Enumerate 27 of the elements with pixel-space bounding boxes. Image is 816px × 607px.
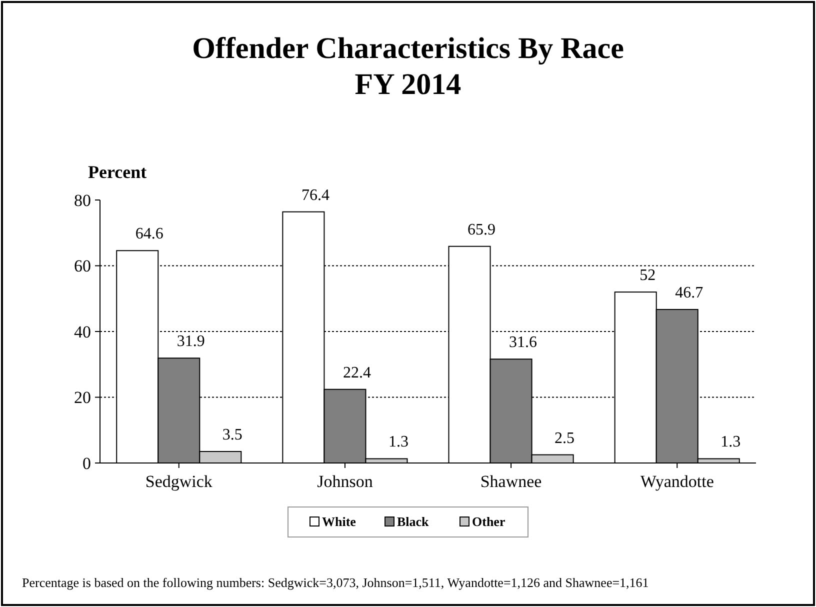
y-tick-label: 0 (82, 454, 91, 473)
legend-label: Black (397, 514, 430, 529)
text: Percentage is based on the following numbers: Sedgwick=3,073, Johnson=1,511, Wyandotte=1,126 and Shawnee=1,161 (22, 575, 649, 590)
y-tick-label: 20 (74, 388, 91, 408)
data-label: 64.6 (135, 226, 164, 243)
data-label: 2.5 (554, 430, 575, 447)
y-tick-label: 60 (74, 256, 91, 276)
x-tick-label: Sedgwick (145, 472, 213, 491)
y-axis-title: Percent (88, 162, 147, 182)
legend-label: White (322, 514, 356, 529)
data-label: 76.4 (301, 186, 330, 204)
x-tick-label: Wyandotte (640, 472, 714, 491)
y-tick-label: 40 (74, 322, 91, 342)
legend-label: Other (472, 514, 506, 529)
data-label: 31.9 (176, 333, 205, 350)
data-label: 65.9 (468, 221, 496, 238)
data-label: 22.4 (342, 364, 371, 382)
chart-title: Offender Characteristics By Race FY 2014 (192, 32, 624, 101)
data-label: 1.3 (720, 434, 741, 451)
data-label: 46.7 (675, 284, 704, 302)
data-label: 52 (640, 267, 656, 284)
y-tick-label: 80 (74, 190, 91, 210)
data-label: 1.3 (388, 434, 408, 451)
x-tick-label: Shawnee (480, 472, 542, 491)
data-label: 31.6 (509, 334, 538, 352)
data-label: 3.5 (222, 426, 242, 444)
x-tick-label: Johnson (317, 472, 374, 491)
